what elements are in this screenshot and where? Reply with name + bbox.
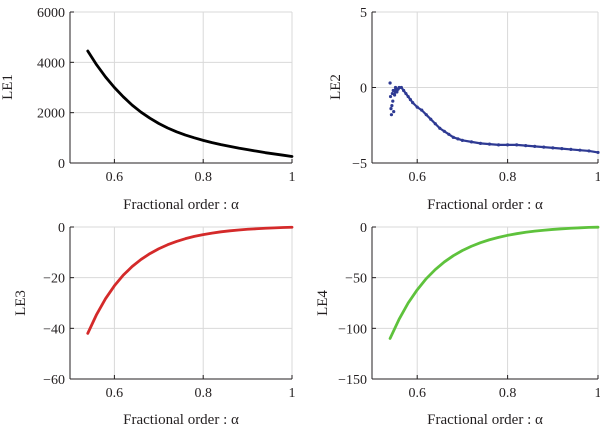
y-tick-label: −60 [43,373,65,388]
y-tick-label: −100 [338,322,367,337]
data-point [392,110,396,114]
chart-panel-4: 0.6 0.8 1 −150 −100 −50 0 Fractional order : α L… [315,221,600,428]
y-tick-label: −5 [352,157,367,172]
x-tick-label: 0.6 [106,386,124,401]
x-tick-label: 0.6 [408,170,426,185]
x-tick-label: 0.8 [194,170,212,185]
chart-panel-3: 0.6 0.8 1 −60 −40 −20 0 Fractional order : α LE3 [13,221,296,428]
y-tick-label: 0 [58,157,65,172]
y-tick-label: 0 [360,221,367,236]
y-tick-label: −150 [338,373,367,388]
x-tick-label: 1 [289,386,296,401]
y-tick-label: 6000 [37,6,65,21]
chart-panel-2: 0.6 0.8 1 −5 0 5 Fractional order : α LE2 [328,6,600,213]
x-axis-label: Fractional order : α [123,412,239,428]
x-tick-label: 0.6 [106,170,124,185]
y-tick-label: −50 [345,272,367,287]
y-tick-label: −20 [43,272,65,287]
x-tick-label: 0.8 [499,170,517,185]
data-point [388,94,393,99]
data-point [390,91,394,96]
y-axis-label: LE2 [328,74,344,100]
chart-panel-1: 0.6 0.8 1 0 2000 4000 6000 Fractional order : α… [0,6,296,213]
y-tick-label: 4000 [37,56,65,71]
data-point [391,99,395,103]
x-tick-label: 1 [595,170,600,185]
x-axis-label: Fractional order : α [427,197,543,213]
series-line [388,225,600,340]
data-point [389,107,393,111]
y-tick-label: 5 [360,6,367,21]
series-line [86,49,294,158]
y-axis-label: LE3 [13,290,29,316]
series-line [86,225,294,335]
x-tick-label: 1 [595,386,600,401]
series-line [393,86,600,154]
y-tick-label: 0 [58,221,65,236]
y-tick-label: 2000 [37,107,65,122]
x-tick-label: 0.8 [499,386,517,401]
data-point [390,104,394,108]
x-tick-label: 0.6 [408,386,426,401]
x-tick-label: 1 [289,170,296,185]
y-axis-label: LE1 [0,74,16,100]
y-axis-label: LE4 [315,290,331,316]
data-point [389,113,394,117]
data-point [388,81,392,85]
x-axis-label: Fractional order : α [427,412,543,428]
x-tick-label: 0.8 [194,386,212,401]
y-tick-label: −40 [43,322,65,337]
y-tick-label: 0 [360,82,367,97]
x-axis-label: Fractional order : α [123,197,239,213]
